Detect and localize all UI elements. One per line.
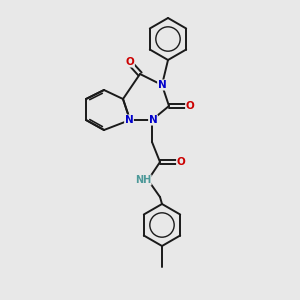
- Text: N: N: [158, 80, 166, 90]
- Text: NH: NH: [135, 175, 151, 185]
- Text: O: O: [186, 101, 194, 111]
- Text: O: O: [177, 157, 185, 167]
- Text: N: N: [148, 115, 158, 125]
- Text: O: O: [126, 57, 134, 67]
- Text: N: N: [124, 115, 134, 125]
